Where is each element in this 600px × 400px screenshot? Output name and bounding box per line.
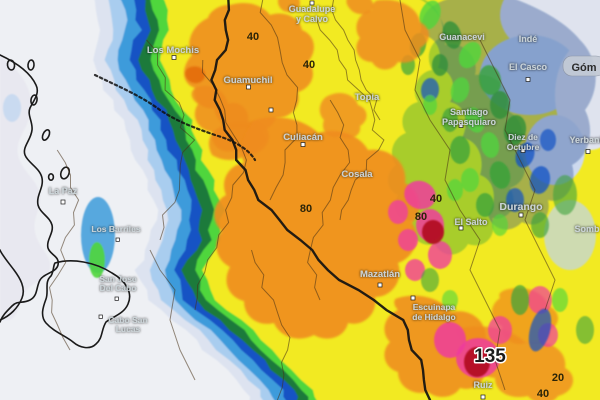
svg-text:Lucas: Lucas (116, 324, 141, 334)
svg-text:20: 20 (552, 372, 564, 384)
svg-text:Guanacevi: Guanacevi (439, 32, 485, 42)
svg-text:Guamuchil: Guamuchil (223, 75, 272, 86)
svg-text:Diez de: Diez de (508, 132, 538, 142)
svg-text:Mazatlán: Mazatlán (360, 269, 400, 280)
svg-text:40: 40 (247, 31, 259, 43)
svg-text:80: 80 (300, 203, 312, 215)
svg-text:Guadalupe: Guadalupe (289, 4, 336, 14)
svg-text:80: 80 (415, 211, 427, 223)
svg-text:El Casco: El Casco (509, 62, 548, 72)
svg-text:de Hidalgo: de Hidalgo (412, 312, 455, 322)
svg-text:Durango: Durango (499, 201, 542, 213)
svg-text:Santiago: Santiago (450, 107, 489, 117)
svg-text:La Paz: La Paz (49, 186, 78, 196)
svg-text:40: 40 (537, 388, 549, 400)
svg-text:40: 40 (430, 193, 442, 205)
svg-text:Indé: Indé (519, 34, 538, 44)
svg-text:Yerbaniz: Yerbaniz (569, 135, 600, 145)
svg-text:Papasquiaro: Papasquiaro (442, 117, 497, 127)
svg-text:Culiacán: Culiacán (283, 132, 323, 143)
svg-text:Del Cabo: Del Cabo (100, 283, 137, 293)
svg-text:Los Barriles: Los Barriles (91, 224, 140, 234)
svg-text:Ruiz: Ruiz (474, 380, 493, 390)
svg-text:135: 135 (474, 346, 506, 367)
svg-text:40: 40 (303, 59, 315, 71)
svg-text:Cosala: Cosala (341, 169, 373, 180)
svg-text:y Calvo: y Calvo (296, 14, 329, 24)
svg-text:Octubre: Octubre (507, 142, 540, 152)
svg-text:Somb: Somb (574, 224, 600, 234)
svg-text:Topia: Topia (355, 92, 380, 103)
svg-text:Los Mochis: Los Mochis (147, 45, 199, 56)
svg-text:Escuinapa: Escuinapa (413, 302, 456, 312)
svg-text:Góm: Góm (571, 62, 596, 74)
svg-text:El Salto: El Salto (454, 217, 488, 227)
